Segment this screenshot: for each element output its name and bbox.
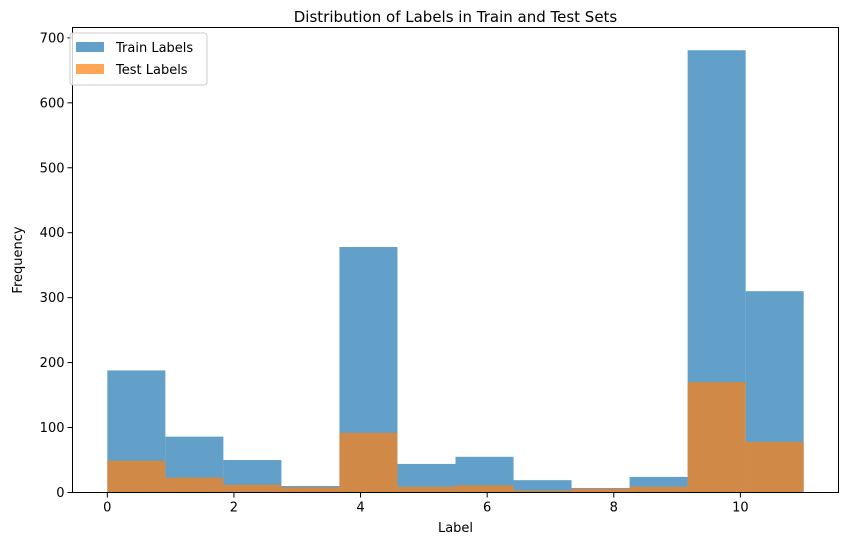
legend: Train Labels Test Labels xyxy=(69,32,208,86)
legend-label-test: Test Labels xyxy=(115,63,188,78)
bar-test-10 xyxy=(687,382,746,493)
y-tick-label: 600 xyxy=(40,96,65,111)
chart-title: Distribution of Labels in Train and Test… xyxy=(294,8,618,26)
x-tick-label: 0 xyxy=(103,501,111,516)
y-axis-ticks: 0 100 200 300 400 500 600 700 xyxy=(40,31,73,501)
y-tick-label: 200 xyxy=(40,356,65,371)
x-axis-ticks: 0 2 4 6 8 10 xyxy=(103,492,749,516)
bar-test-3 xyxy=(281,487,340,493)
y-axis-label: Frequency xyxy=(11,226,26,293)
axes xyxy=(72,27,839,493)
x-axis-label: Label xyxy=(438,521,473,536)
legend-swatch-train xyxy=(76,42,104,52)
x-tick-label: 10 xyxy=(732,501,749,516)
x-tick-label: 2 xyxy=(230,501,238,516)
bar-test-8 xyxy=(571,488,630,493)
y-tick-label: 700 xyxy=(40,31,65,46)
bar-test-6 xyxy=(455,485,514,493)
plot-frame xyxy=(72,27,839,493)
bars-layer xyxy=(107,50,804,493)
y-tick-label: 300 xyxy=(40,291,65,306)
bar-test-7 xyxy=(513,490,572,493)
x-tick-label: 8 xyxy=(610,501,618,516)
legend-label-train: Train Labels xyxy=(115,41,193,56)
bar-test-0 xyxy=(107,460,166,493)
legend-swatch-test xyxy=(76,64,104,74)
bar-test-2 xyxy=(223,484,282,493)
y-tick-label: 500 xyxy=(40,161,65,176)
bar-test-4 xyxy=(339,432,398,493)
bar-test-1 xyxy=(165,477,224,493)
x-tick-label: 4 xyxy=(356,501,364,516)
y-tick-label: 0 xyxy=(56,486,64,501)
y-tick-label: 400 xyxy=(40,226,65,241)
legend-box xyxy=(69,32,208,86)
x-tick-label: 6 xyxy=(483,501,491,516)
bar-test-11 xyxy=(745,441,804,493)
bar-test-9 xyxy=(629,486,688,493)
y-tick-label: 100 xyxy=(40,421,65,436)
bar-test-5 xyxy=(397,486,456,493)
bar-train-7 xyxy=(513,480,572,493)
